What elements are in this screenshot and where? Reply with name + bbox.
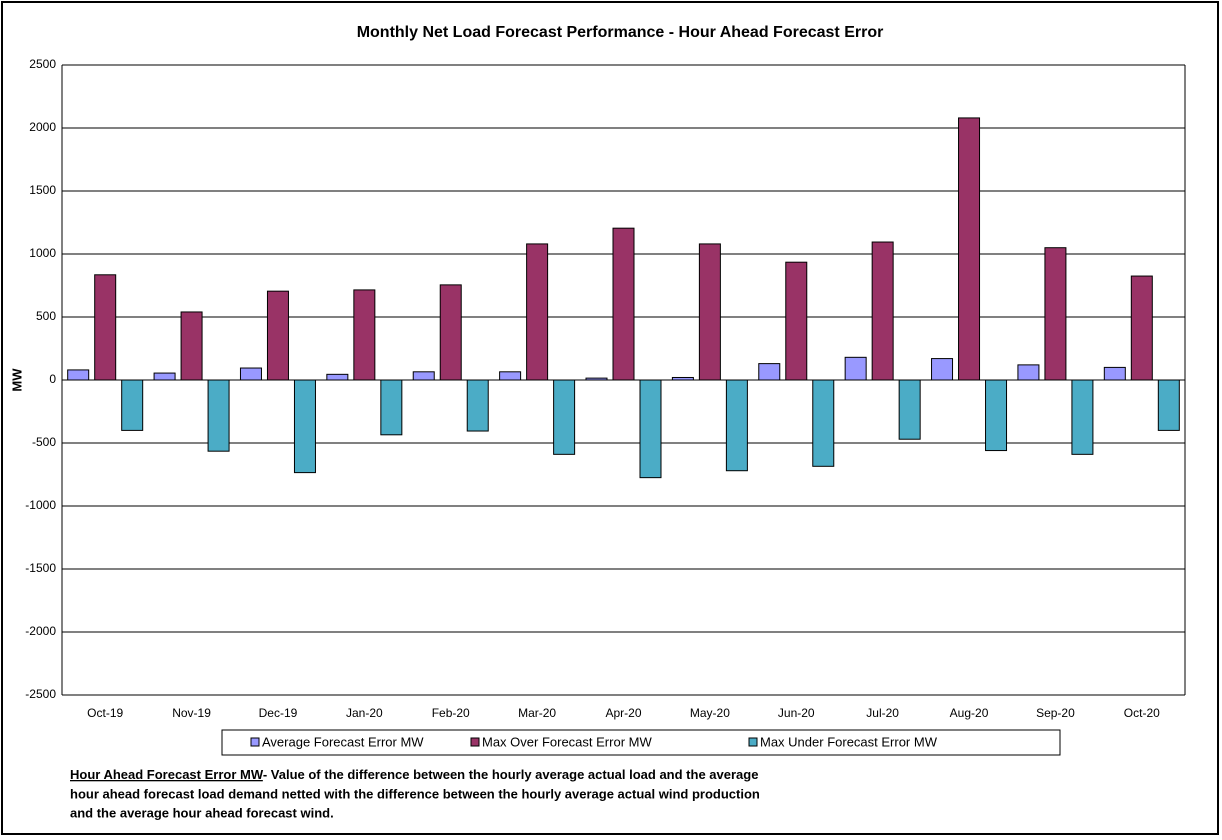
x-tick-label: Mar-20 <box>518 706 556 720</box>
bar <box>758 363 781 381</box>
y-axis-label: MW <box>9 368 24 392</box>
bar <box>526 243 549 381</box>
bar <box>1103 366 1126 381</box>
bar <box>1157 379 1180 431</box>
y-tick-label: -500 <box>32 435 56 449</box>
bar <box>612 227 635 381</box>
y-tick-label: 0 <box>49 372 56 386</box>
bar <box>412 371 435 381</box>
bar <box>844 356 867 381</box>
bar <box>207 379 230 452</box>
y-tick-label: 1000 <box>29 246 56 260</box>
y-tick-label: -1500 <box>25 561 56 575</box>
y-tick-label: 2500 <box>29 57 56 71</box>
bar <box>266 290 289 381</box>
bar <box>785 261 808 381</box>
x-tick-label: Jan-20 <box>346 706 383 720</box>
x-tick-label: Dec-19 <box>259 706 298 720</box>
x-tick-label: Jul-20 <box>866 706 899 720</box>
x-tick-label: Aug-20 <box>950 706 989 720</box>
x-tick-label: May-20 <box>690 706 730 720</box>
x-tick-label: Feb-20 <box>432 706 470 720</box>
note-term: Hour Ahead Forecast Error MW <box>70 767 264 782</box>
note-line: Hour Ahead Forecast Error MW- Value of t… <box>70 767 758 782</box>
bar <box>121 379 144 431</box>
bar <box>94 274 117 381</box>
x-tick-label: Sep-20 <box>1036 706 1075 720</box>
bar <box>931 358 954 381</box>
note-line: hour ahead forecast load demand netted w… <box>70 786 760 801</box>
y-tick-label: 500 <box>36 309 56 323</box>
chart-title: Monthly Net Load Forecast Performance - … <box>357 24 884 41</box>
bar <box>180 311 203 381</box>
x-tick-label: Nov-19 <box>172 706 211 720</box>
y-tick-label: -2500 <box>25 687 56 701</box>
x-tick-label: Oct-20 <box>1124 706 1160 720</box>
legend-swatch <box>250 737 260 747</box>
legend-label: Average Forecast Error MW <box>262 734 424 749</box>
bar <box>499 371 522 381</box>
y-tick-label: 1500 <box>29 183 56 197</box>
bar <box>698 243 721 381</box>
bar <box>725 379 748 472</box>
bar <box>1044 247 1067 381</box>
bar <box>293 379 316 474</box>
note-line: and the average hour ahead forecast wind… <box>70 805 334 820</box>
y-tick-label: -1000 <box>25 498 56 512</box>
bar <box>326 373 349 381</box>
bar <box>380 379 403 436</box>
legend-swatch <box>470 737 480 747</box>
bar <box>985 379 1008 452</box>
bar <box>466 379 489 432</box>
legend-box <box>221 729 1061 756</box>
bar <box>671 376 694 381</box>
bar <box>812 379 835 467</box>
note-text: - Value of the difference between the ho… <box>263 767 759 782</box>
x-tick-label: Jun-20 <box>778 706 815 720</box>
legend-label: Max Under Forecast Error MW <box>760 734 938 749</box>
bar <box>1130 275 1153 381</box>
bar <box>439 284 462 381</box>
legend-swatch <box>748 737 758 747</box>
bar <box>958 117 981 381</box>
y-tick-label: -2000 <box>25 624 56 638</box>
bar <box>898 379 921 440</box>
bar <box>353 289 376 381</box>
bar <box>153 372 176 381</box>
bar <box>1017 364 1040 381</box>
bar <box>585 377 608 381</box>
bar <box>67 369 90 381</box>
x-tick-label: Apr-20 <box>605 706 641 720</box>
bar <box>553 379 576 455</box>
bar <box>639 379 662 479</box>
bar <box>871 241 894 381</box>
bar <box>1071 379 1094 455</box>
y-tick-label: 2000 <box>29 120 56 134</box>
x-tick-label: Oct-19 <box>87 706 123 720</box>
bar <box>239 367 262 381</box>
legend-label: Max Over Forecast Error MW <box>482 734 652 749</box>
